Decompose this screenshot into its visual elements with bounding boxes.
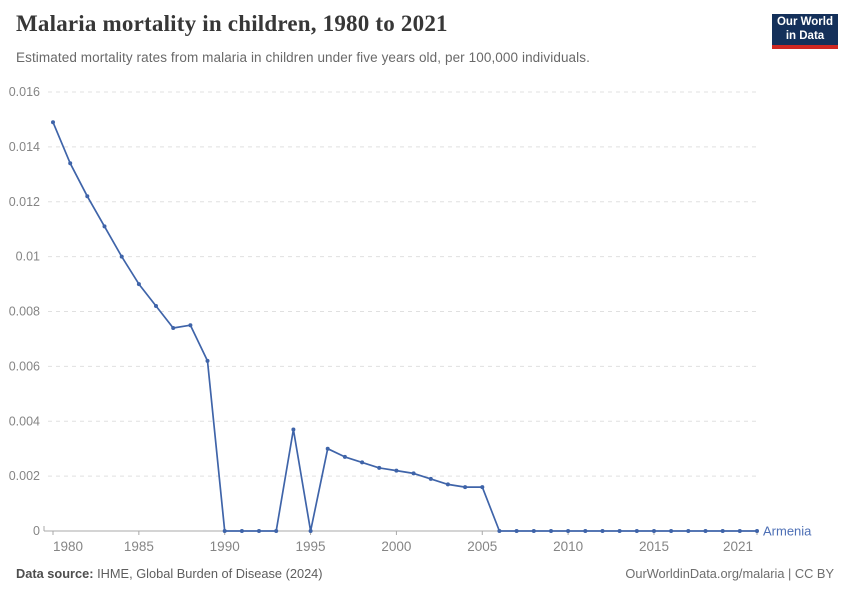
data-point[interactable] [222, 529, 227, 533]
data-source: Data source: IHME, Global Burden of Dise… [16, 566, 323, 581]
y-tick-label: 0.006 [9, 359, 40, 373]
data-point[interactable] [360, 460, 365, 465]
data-point[interactable] [497, 529, 502, 533]
data-point[interactable] [411, 471, 416, 476]
data-point[interactable] [342, 454, 347, 459]
data-point[interactable] [154, 304, 158, 308]
data-point[interactable] [205, 358, 210, 363]
y-tick-label: 0.004 [9, 414, 40, 428]
data-point[interactable] [85, 194, 90, 199]
data-point[interactable] [669, 529, 674, 533]
data-point[interactable] [600, 529, 605, 533]
owid-logo-line1: Our World [776, 15, 833, 28]
data-point[interactable] [394, 468, 399, 473]
data-point[interactable] [480, 485, 485, 490]
data-point[interactable] [274, 529, 279, 533]
data-point[interactable] [634, 529, 639, 533]
data-point[interactable] [566, 529, 571, 533]
chart-footer: Data source: IHME, Global Burden of Dise… [16, 566, 834, 581]
y-tick-label: 0.012 [9, 195, 40, 209]
data-point[interactable] [703, 529, 708, 533]
page-title: Malaria mortality in children, 1980 to 2… [16, 11, 448, 36]
data-point[interactable] [257, 529, 261, 533]
owid-logo[interactable]: Our World in Data [772, 14, 838, 49]
y-tick-label: 0.01 [16, 250, 40, 264]
data-source-value: IHME, Global Burden of Disease (2024) [93, 566, 323, 581]
data-point[interactable] [463, 485, 468, 490]
data-point[interactable] [531, 529, 536, 533]
y-tick-label: 0.016 [9, 85, 40, 99]
x-tick-label: 2000 [381, 539, 411, 554]
x-tick-label: 1985 [124, 539, 154, 554]
y-tick-label: 0.002 [9, 469, 40, 483]
data-point[interactable] [737, 529, 742, 533]
x-tick-label: 1980 [53, 539, 83, 554]
line-chart[interactable]: 0 0.002 0.004 0.006 0.008 0.01 0.012 0.014 0.016… [0, 85, 850, 557]
credit-link[interactable]: OurWorldinData.org/malaria | CC BY [625, 566, 834, 581]
data-point[interactable] [583, 529, 588, 533]
y-tick-label: 0.014 [9, 140, 40, 154]
data-point[interactable] [652, 529, 656, 533]
data-point[interactable] [514, 529, 519, 533]
data-point[interactable] [445, 482, 450, 487]
data-source-label: Data source: [16, 566, 94, 581]
data-point[interactable] [377, 465, 382, 470]
data-point[interactable] [188, 323, 193, 328]
data-point[interactable] [428, 476, 433, 481]
data-point[interactable] [617, 529, 622, 533]
data-point[interactable] [102, 224, 107, 229]
data-point[interactable] [171, 326, 176, 330]
x-tick-label: 1990 [210, 539, 240, 554]
x-tick-label: 1995 [296, 539, 326, 554]
data-point[interactable] [755, 529, 759, 533]
entity-label[interactable]: Armenia [763, 524, 812, 539]
data-point[interactable] [291, 427, 296, 432]
data-point[interactable] [239, 529, 244, 533]
data-point[interactable] [325, 446, 330, 451]
data-point[interactable] [51, 120, 55, 125]
data-point[interactable] [308, 529, 313, 533]
data-point[interactable] [549, 529, 553, 533]
data-point[interactable] [119, 254, 124, 259]
x-tick-label: 2010 [553, 539, 583, 554]
x-tick-label: 2005 [467, 539, 497, 554]
data-point[interactable] [136, 282, 141, 287]
data-point[interactable] [686, 529, 691, 533]
y-tick-label: 0 [33, 524, 40, 538]
x-tick-label: 2015 [639, 539, 669, 554]
data-line[interactable] [52, 121, 758, 532]
chart-subtitle: Estimated mortality rates from malaria i… [16, 50, 590, 65]
y-tick-label: 0.008 [9, 305, 40, 319]
data-point[interactable] [68, 161, 73, 166]
x-tick-label: 2021 [723, 539, 753, 554]
owid-logo-line2: in Data [785, 29, 825, 42]
data-point[interactable] [720, 529, 725, 533]
